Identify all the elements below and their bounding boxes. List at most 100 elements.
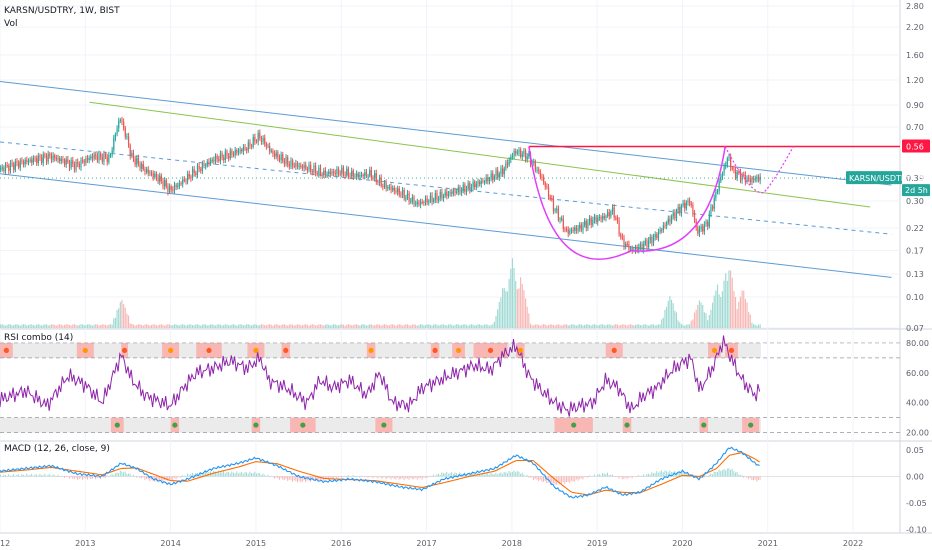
volume-bar	[718, 294, 720, 328]
candle-body	[246, 149, 248, 151]
macd-histogram-bar	[88, 476, 90, 478]
volume-bar	[447, 324, 450, 328]
candle-body	[656, 234, 658, 239]
rsi-title[interactable]: RSI combo (14)	[4, 333, 74, 343]
volume-bar	[246, 324, 248, 328]
candle-body	[213, 159, 215, 162]
macd-histogram-bar	[570, 476, 572, 481]
volume-bar	[369, 324, 371, 328]
macd-histogram-bar	[531, 476, 533, 478]
macd-histogram-bar	[500, 472, 502, 477]
macd-histogram-bar	[191, 472, 193, 477]
x-tick-label: 2020	[672, 539, 692, 548]
volume-bar	[397, 324, 399, 328]
volume-bar	[482, 325, 484, 328]
candle-body	[90, 156, 92, 159]
volume-bar	[477, 324, 479, 328]
macd-histogram-bar	[661, 470, 663, 477]
candle-body	[49, 153, 51, 156]
volume-bar	[593, 324, 596, 328]
candle-body	[692, 205, 694, 214]
volume-bar	[605, 325, 607, 328]
macd-histogram-bar	[457, 474, 459, 477]
symbol-title[interactable]: KARSN/USDTRY, 1W, BIST	[4, 6, 120, 16]
candle-body	[383, 182, 386, 187]
volume-bar	[183, 324, 185, 328]
rsi-overbought-dot	[3, 347, 9, 354]
volume-bar	[277, 324, 279, 328]
volume-bar	[218, 324, 220, 328]
candle-body	[237, 151, 240, 153]
candle-body	[472, 181, 474, 188]
macd-histogram-bar	[182, 475, 184, 477]
volume-bar	[22, 324, 25, 328]
volume-bar	[675, 312, 678, 328]
macd-histogram-bar	[142, 476, 144, 478]
macd-histogram-bar	[260, 475, 262, 477]
volume-bars	[0, 258, 761, 328]
candle-body	[606, 212, 609, 217]
volume-bar	[582, 325, 584, 328]
volume-bar	[172, 325, 174, 328]
macd-tick-label: 0.05	[906, 446, 924, 455]
volume-bar	[287, 325, 289, 328]
macd-histogram-bar	[533, 476, 535, 481]
candle-body	[241, 149, 243, 152]
volume-bar	[372, 325, 374, 328]
macd-histogram-bar	[730, 469, 732, 477]
macd-title[interactable]: MACD (12, 26, close, 9)	[4, 444, 110, 454]
macd-histogram-bar	[183, 475, 185, 477]
macd-histogram-bar	[354, 476, 356, 478]
volume-bar	[201, 324, 203, 328]
macd-histogram-bar	[746, 476, 748, 478]
candle-body	[625, 243, 627, 247]
volume-bar	[702, 304, 704, 328]
macd-histogram-bar	[347, 475, 349, 477]
macd-histogram-bar	[221, 472, 223, 477]
macd-histogram-bar	[178, 476, 180, 477]
macd-histogram-bar	[377, 476, 379, 479]
macd-histogram-bar	[104, 476, 106, 478]
candle-body	[255, 141, 258, 143]
macd-histogram-bar	[367, 476, 369, 478]
macd-histogram-bar	[713, 471, 715, 477]
macd-histogram-bar	[369, 476, 371, 478]
macd-histogram-bar	[634, 476, 636, 477]
candle-body	[136, 158, 138, 165]
candle-body	[132, 153, 135, 159]
candle-body	[416, 201, 418, 204]
candle-body	[336, 168, 338, 174]
macd-histogram-bar	[651, 472, 653, 477]
volume-bar	[423, 325, 425, 328]
candle-body	[170, 186, 172, 190]
volume-bar	[672, 303, 674, 328]
price-tick-label: 2.20	[906, 23, 924, 32]
macd-histogram-bar	[116, 472, 118, 477]
volume-bar	[648, 325, 650, 328]
macd-histogram-bar	[711, 474, 713, 477]
candle-body	[280, 154, 282, 161]
rsi-overbought-dot	[455, 347, 462, 354]
macd-histogram-bar	[447, 473, 449, 477]
candle-body	[401, 189, 404, 195]
macd-histogram-bar	[544, 476, 546, 481]
macd-histogram-bar	[229, 473, 231, 477]
candle-body	[510, 156, 512, 160]
volume-bar	[753, 324, 755, 328]
volume-label[interactable]: Vol	[4, 19, 18, 29]
candle-body	[6, 165, 8, 167]
macd-histogram-bar	[508, 471, 510, 477]
candle-body	[508, 159, 510, 165]
candle-body	[296, 162, 299, 167]
candle-body	[711, 206, 714, 209]
volume-bar	[234, 324, 236, 328]
candle-body	[646, 240, 648, 248]
candle-body	[533, 161, 535, 163]
candle-body	[636, 247, 638, 251]
candle-body	[639, 244, 642, 248]
candle-body	[419, 201, 422, 205]
rsi-oversold-dot	[300, 422, 306, 428]
volume-bar	[249, 324, 251, 328]
volume-bar	[88, 324, 90, 328]
